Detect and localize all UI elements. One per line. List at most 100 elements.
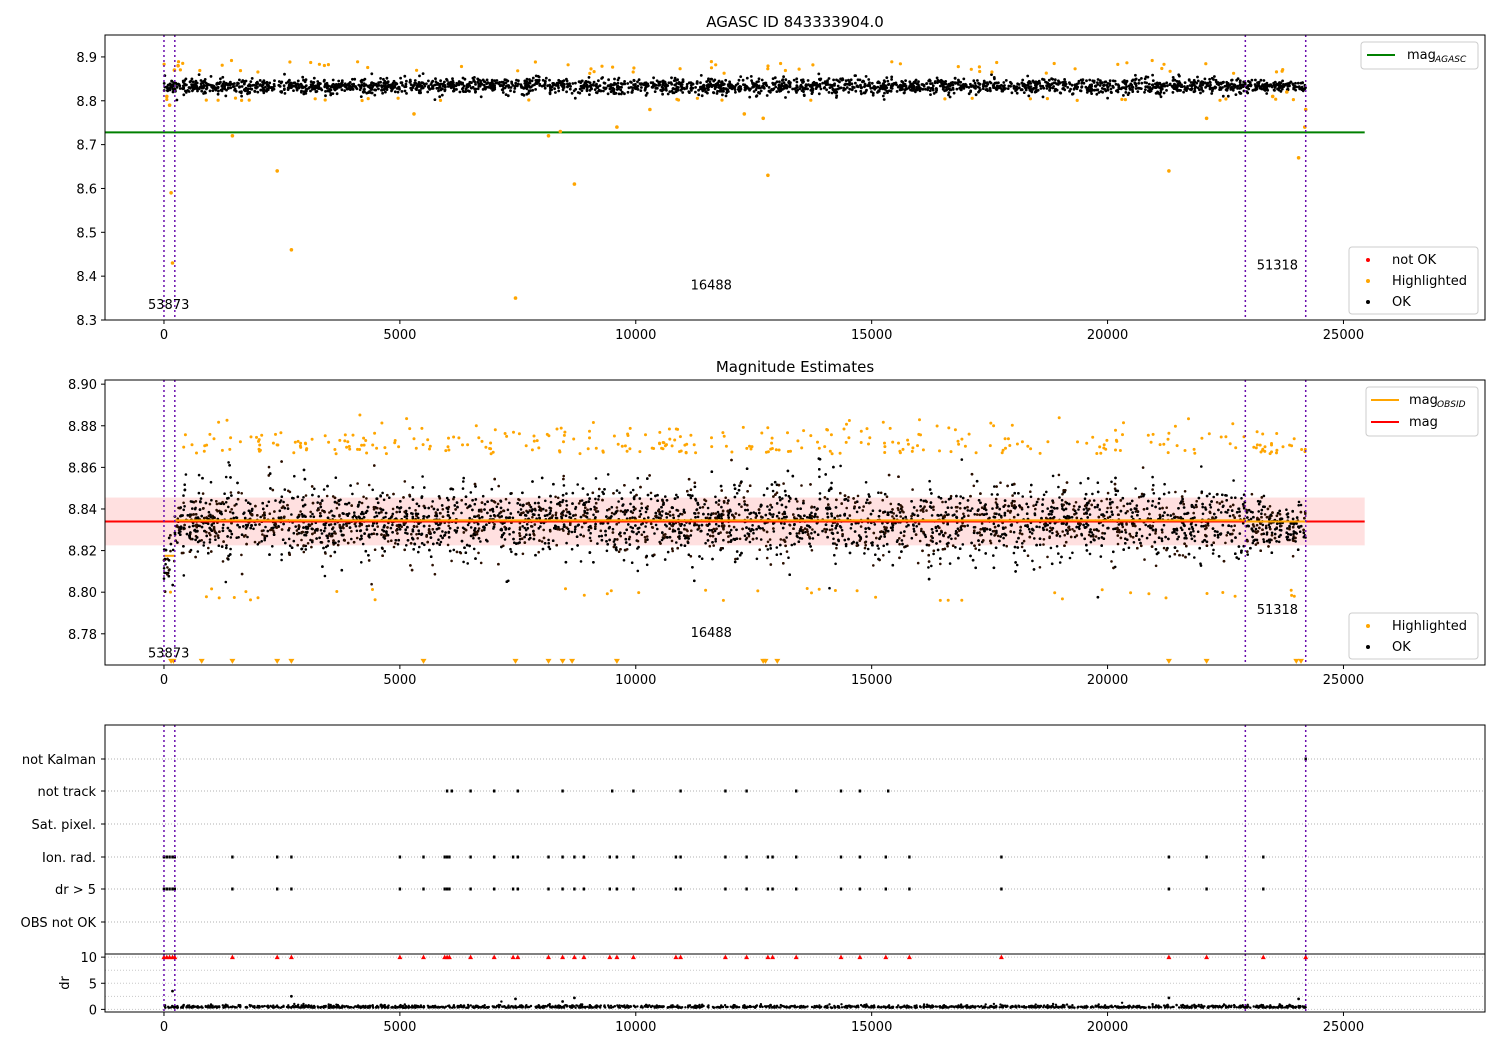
ok-point (478, 84, 481, 87)
ok-point (800, 484, 803, 487)
ok-point (535, 82, 539, 85)
ok-point (597, 79, 600, 83)
ok-point (765, 94, 769, 97)
ok-point (417, 550, 420, 554)
ok-point (1201, 83, 1205, 86)
ok-point (1042, 538, 1046, 541)
ok-point (969, 84, 973, 88)
ok-point (293, 474, 296, 478)
legend-label: Highlighted (1392, 274, 1467, 289)
ok-point (900, 539, 904, 542)
ok-point (930, 514, 934, 517)
ok-point (1093, 505, 1097, 509)
ok-point (779, 89, 783, 93)
ok-point (388, 496, 391, 500)
ok-point (1076, 85, 1080, 89)
ok-point (264, 85, 267, 89)
ok-point (720, 83, 724, 86)
ok-point (554, 495, 557, 499)
ok-point (311, 83, 314, 86)
ok-point (687, 90, 691, 93)
ok-point (365, 91, 369, 95)
ok-point (1171, 91, 1175, 94)
x-tick-label: 20000 (1087, 328, 1128, 343)
highlighted-point (695, 96, 700, 100)
ok-point (1042, 543, 1045, 546)
ok-point (1000, 83, 1003, 87)
ok-point (1212, 548, 1215, 552)
ok-point (543, 82, 547, 85)
ok-point (1273, 86, 1277, 89)
ok-point (246, 88, 249, 92)
ok-point (643, 88, 647, 92)
ok-point (435, 86, 439, 90)
ok-point (273, 84, 276, 88)
ok-point (580, 79, 584, 83)
highlighted-point (176, 63, 180, 68)
ok-point (730, 87, 734, 91)
ok-point (188, 86, 191, 90)
ok-point (791, 87, 794, 91)
ok-point (313, 87, 317, 91)
ok-point (889, 502, 893, 506)
ok-point (506, 94, 510, 98)
ok-point (854, 81, 857, 85)
ok-point (431, 563, 434, 567)
ok-point (680, 83, 684, 86)
ok-point (845, 506, 848, 510)
ok-point (191, 89, 194, 93)
ok-point (1265, 87, 1269, 90)
ok-point (391, 81, 395, 85)
ok-point (370, 91, 374, 95)
ok-point (777, 83, 781, 87)
ok-point (452, 548, 456, 552)
ok-point (1294, 81, 1297, 85)
ok-point (294, 525, 298, 528)
ok-point (944, 82, 948, 86)
ok-point (442, 82, 445, 86)
highlighted-point (709, 60, 714, 64)
ok-point (1192, 82, 1196, 86)
ok-point (775, 90, 779, 93)
ok-point (1186, 85, 1189, 88)
highlighted-point (1052, 61, 1056, 66)
ok-point (772, 83, 775, 86)
ok-point (175, 85, 179, 89)
ok-point (337, 79, 341, 83)
ok-point (531, 76, 535, 80)
ok-point (649, 81, 653, 85)
ok-point (367, 483, 371, 487)
ok-point (358, 524, 361, 528)
ok-point (391, 85, 394, 89)
ok-point (380, 88, 383, 92)
ok-point (320, 88, 324, 92)
highlighted-point (632, 66, 636, 70)
ok-point (1098, 508, 1101, 511)
ok-point (757, 86, 761, 90)
ok-point (671, 87, 675, 91)
ok-point (864, 530, 867, 534)
ok-point (1106, 96, 1109, 100)
ok-point (178, 87, 182, 90)
ok-point (216, 86, 220, 90)
ok-point (675, 82, 679, 85)
ok-point (925, 82, 928, 85)
y-tick-label: 8.7 (76, 139, 97, 154)
ok-point (768, 89, 772, 93)
highlighted-point (1160, 66, 1164, 71)
highlighted-point (229, 58, 234, 63)
ok-point (989, 89, 992, 93)
ok-point (504, 84, 508, 88)
highlighted-point (516, 69, 520, 73)
ok-point (1047, 78, 1051, 82)
highlighted-point (1120, 97, 1124, 101)
ok-point (216, 92, 220, 96)
ok-point (561, 80, 564, 83)
ok-point (1297, 500, 1301, 504)
highlighted-point (761, 116, 765, 121)
highlighted-point (969, 67, 973, 71)
ok-point (447, 524, 451, 528)
ok-point (859, 89, 863, 93)
ok-point (1286, 84, 1290, 87)
ok-point (534, 88, 537, 91)
